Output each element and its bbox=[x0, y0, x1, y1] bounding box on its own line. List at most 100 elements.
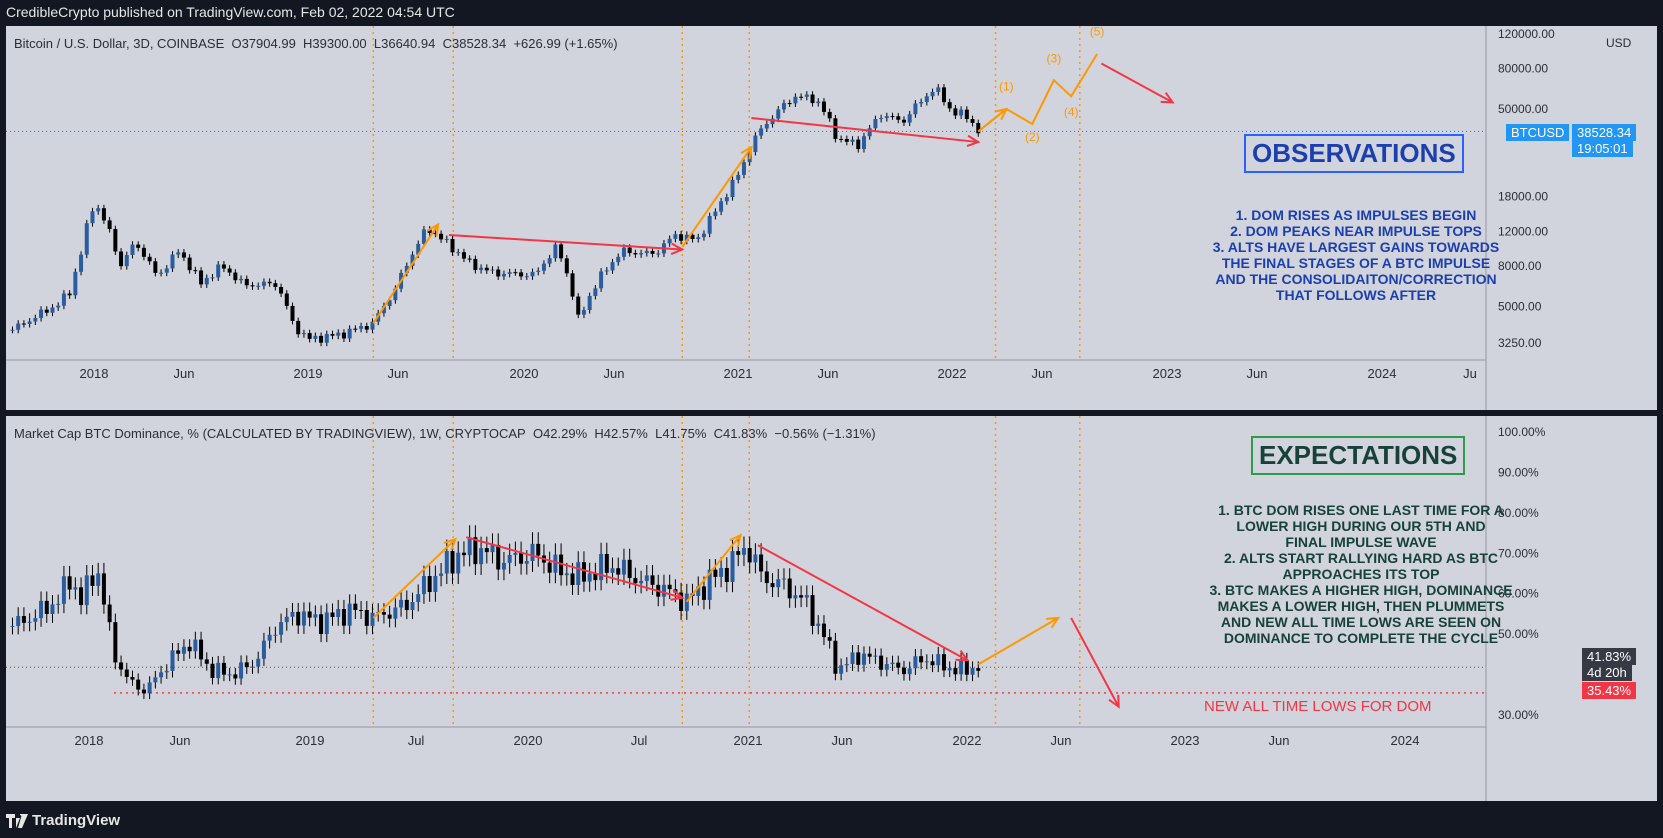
x-tick-label: 2024 bbox=[1391, 733, 1420, 748]
series-candle bbox=[193, 270, 198, 272]
series-candle bbox=[696, 586, 701, 596]
observations-notes: 1. DOM RISES AS IMPULSES BEGIN 2. DOM PE… bbox=[1212, 207, 1500, 303]
y-tick-label: 3250.00 bbox=[1498, 336, 1542, 350]
btcusd-legend: Bitcoin / U.S. Dollar, 3D, COINBASE O379… bbox=[14, 36, 618, 51]
series-candle bbox=[404, 265, 409, 273]
series-candle bbox=[639, 580, 644, 584]
series-candle bbox=[873, 655, 878, 657]
series-candle bbox=[941, 654, 946, 671]
series-candle bbox=[839, 665, 844, 674]
series-candle bbox=[644, 575, 649, 581]
x-tick-label: Jun bbox=[1269, 733, 1290, 748]
series-candle bbox=[44, 600, 49, 614]
series-candle bbox=[61, 293, 66, 306]
series-candle bbox=[187, 257, 192, 271]
series-candle bbox=[216, 264, 221, 278]
impulse-arrow-head bbox=[443, 537, 458, 551]
series-candle bbox=[593, 573, 598, 581]
series-candle bbox=[313, 614, 318, 618]
y-tick-label: 50000.00 bbox=[1498, 102, 1548, 116]
series-candle bbox=[119, 662, 124, 670]
btcusd-price-tag: 38528.34 bbox=[1572, 124, 1637, 141]
tradingview-logo[interactable]: TradingView bbox=[6, 812, 120, 829]
series-candle bbox=[381, 305, 386, 314]
series-candle bbox=[907, 114, 912, 123]
series-candle bbox=[850, 139, 855, 142]
series-candle bbox=[787, 103, 792, 105]
series-candle bbox=[370, 321, 375, 330]
series-candle bbox=[884, 664, 889, 670]
series-candle bbox=[67, 576, 72, 590]
dominance-countdown-tag: 4d 20h bbox=[1582, 664, 1632, 681]
y-tick-label: 50.00% bbox=[1498, 627, 1539, 641]
series-candle bbox=[570, 573, 575, 585]
series-candle bbox=[513, 552, 518, 555]
observations-title: OBSERVATIONS bbox=[1244, 134, 1464, 173]
series-candle bbox=[547, 258, 552, 264]
y-tick-label: 90.00% bbox=[1498, 466, 1539, 480]
x-tick-label: Jun bbox=[604, 366, 625, 381]
trend-arrow-head bbox=[966, 134, 981, 148]
x-tick-label: Jun bbox=[1247, 366, 1268, 381]
series-candle bbox=[799, 595, 804, 598]
series-candle bbox=[347, 328, 352, 339]
series-candle bbox=[16, 323, 21, 330]
btcusd-pane[interactable]: 120000.00 80000.00 50000.00 18000.00 12000.0… bbox=[6, 26, 1657, 410]
series-candle bbox=[181, 646, 186, 654]
series-candle bbox=[816, 101, 821, 104]
series-candle bbox=[587, 573, 592, 582]
series-candle bbox=[416, 594, 421, 603]
series-candle bbox=[370, 612, 375, 626]
series-candle bbox=[421, 576, 426, 595]
series-candle bbox=[833, 640, 838, 674]
trend-arrow-head bbox=[670, 589, 685, 601]
dominance-chart[interactable]: 100.00% 90.00% 80.00% 70.00% 60.00% 50.00% 30.… bbox=[6, 416, 1657, 801]
series-candle bbox=[204, 277, 209, 285]
series-candle bbox=[73, 271, 78, 296]
series-candle bbox=[176, 650, 181, 654]
series-candle bbox=[387, 300, 392, 306]
y-tick-label: 12000.00 bbox=[1498, 224, 1548, 238]
series-candle bbox=[364, 610, 369, 626]
series-candle bbox=[696, 237, 701, 239]
series-candle bbox=[730, 551, 735, 583]
btcusd-chart[interactable]: 120000.00 80000.00 50000.00 18000.00 12000.0… bbox=[6, 26, 1657, 410]
series-candle bbox=[947, 102, 952, 109]
series-candle bbox=[450, 551, 455, 574]
series-candle bbox=[673, 234, 678, 239]
series-candle bbox=[50, 307, 55, 313]
series-candle bbox=[130, 676, 135, 680]
series-candle bbox=[856, 652, 861, 665]
series-candle bbox=[290, 305, 295, 321]
trend-arrow-line bbox=[1070, 617, 1120, 708]
series-candle bbox=[816, 623, 821, 626]
series-candle bbox=[250, 285, 255, 287]
series-candle bbox=[604, 270, 609, 272]
series-candle bbox=[279, 622, 284, 635]
series-candle bbox=[296, 611, 301, 626]
series-candle bbox=[679, 234, 684, 241]
series-candle bbox=[599, 271, 604, 289]
series-candle bbox=[461, 252, 466, 259]
series-candle bbox=[456, 552, 461, 574]
series-candle bbox=[221, 264, 226, 269]
x-tick-label: Jun bbox=[174, 366, 195, 381]
trend-arrow-head bbox=[670, 242, 685, 255]
btcusd-close: C38528.34 bbox=[442, 36, 507, 51]
x-tick-label: Jun bbox=[170, 733, 191, 748]
series-candle bbox=[239, 662, 244, 679]
series-candle bbox=[256, 658, 261, 667]
series-candle bbox=[159, 672, 164, 678]
dominance-pane[interactable]: 100.00% 90.00% 80.00% 70.00% 60.00% 50.00% 30.… bbox=[6, 416, 1657, 801]
series-candle bbox=[901, 667, 906, 675]
series-candle bbox=[839, 138, 844, 140]
series-candle bbox=[633, 253, 638, 255]
series-candle bbox=[456, 252, 461, 254]
btcusd-title: Bitcoin / U.S. Dollar, 3D, COINBASE bbox=[14, 36, 225, 51]
series-candle bbox=[719, 201, 724, 212]
series-candle bbox=[359, 609, 364, 611]
series-candle bbox=[907, 668, 912, 675]
x-tick-label: 2019 bbox=[296, 733, 325, 748]
series-candle bbox=[136, 679, 141, 690]
series-candle bbox=[79, 587, 84, 606]
